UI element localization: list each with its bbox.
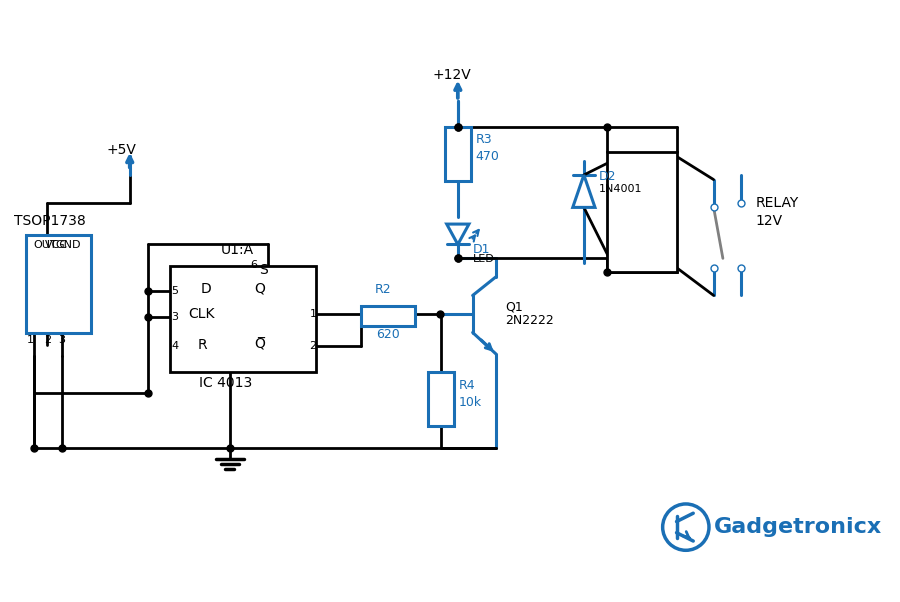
Bar [169, 265, 316, 373]
Text: Gadgetronicx: Gadgetronicx [714, 517, 882, 537]
Text: CLK: CLK [188, 307, 214, 321]
Bar [445, 127, 471, 181]
Text: S: S [259, 264, 268, 278]
Text: 12V: 12V [755, 214, 782, 228]
Text: Q1: Q1 [505, 300, 523, 313]
Text: 3: 3 [58, 335, 66, 346]
Text: VCC: VCC [44, 240, 68, 250]
Bar [428, 373, 454, 426]
Text: R4: R4 [459, 379, 475, 392]
Text: R3: R3 [475, 133, 492, 146]
Text: 1N4001: 1N4001 [598, 184, 643, 194]
Text: 470: 470 [475, 150, 500, 163]
Bar [26, 235, 91, 332]
Text: D2: D2 [598, 170, 616, 184]
Text: 2: 2 [44, 335, 50, 346]
Text: RELAY: RELAY [755, 196, 798, 209]
Text: 4: 4 [172, 341, 178, 352]
Text: D: D [201, 282, 212, 296]
Text: 2N2222: 2N2222 [505, 314, 554, 327]
Text: R: R [197, 338, 207, 352]
Text: OUT: OUT [33, 240, 57, 250]
Text: TSOP1738: TSOP1738 [14, 214, 86, 228]
Text: 10k: 10k [459, 396, 482, 409]
Text: R2: R2 [374, 284, 391, 296]
Text: Q̅: Q̅ [254, 338, 266, 352]
Text: +12V: +12V [433, 69, 472, 82]
Text: LED: LED [472, 253, 494, 264]
Text: IC 4013: IC 4013 [199, 376, 253, 390]
Bar [607, 152, 677, 272]
Text: 3: 3 [172, 312, 178, 321]
Text: 620: 620 [376, 328, 400, 341]
Text: 1: 1 [27, 335, 34, 346]
Text: Q: Q [254, 282, 266, 296]
Text: +5V: +5V [106, 143, 137, 157]
Text: 6: 6 [250, 260, 257, 270]
Bar [362, 306, 415, 326]
Text: 5: 5 [172, 286, 178, 296]
Text: D1: D1 [472, 243, 490, 256]
Text: U1:A: U1:A [220, 243, 254, 256]
Text: 2: 2 [310, 341, 317, 352]
Text: 1: 1 [310, 309, 317, 319]
Text: GND: GND [56, 240, 81, 250]
